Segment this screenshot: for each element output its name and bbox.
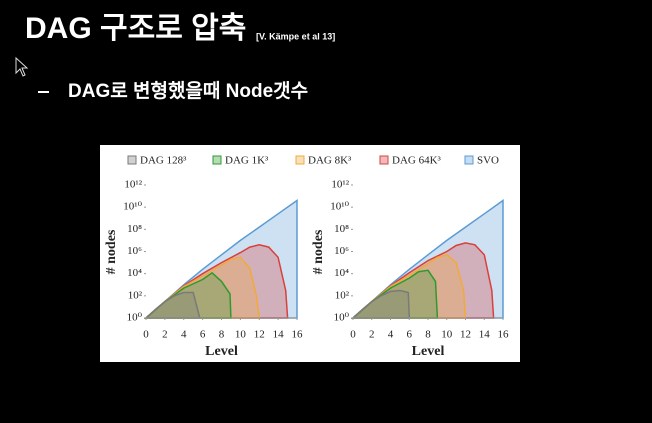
y-axis-label: # nodes xyxy=(104,229,119,274)
citation: [V. Kämpe et al 13] xyxy=(256,31,335,41)
y-tick-label: 10¹² xyxy=(124,179,142,191)
x-tick-label: 16 xyxy=(498,329,510,341)
y-axis-label: # nodes xyxy=(311,229,326,274)
legend-label: DAG 1K³ xyxy=(225,155,269,167)
legend-label: DAG 64K³ xyxy=(392,155,442,167)
x-axis-label: Level xyxy=(412,344,445,359)
y-tick-label: 10⁰ xyxy=(127,312,143,324)
y-tick-label: 10¹² xyxy=(331,179,349,191)
x-tick-label: 6 xyxy=(200,329,206,341)
series-area xyxy=(144,291,201,319)
y-tick-label: 10⁰ xyxy=(334,312,350,324)
series-area xyxy=(351,289,411,319)
x-axis-label: Level xyxy=(205,344,238,359)
legend-label: SVO xyxy=(477,155,499,167)
series-area xyxy=(350,253,467,319)
x-tick-label: 0 xyxy=(143,329,149,341)
legend-swatch xyxy=(212,155,222,165)
chart-image xyxy=(100,145,520,362)
x-tick-label: 2 xyxy=(162,329,168,341)
y-tick-label: 10⁶ xyxy=(334,245,349,257)
x-tick-label: 8 xyxy=(425,329,431,341)
legend-swatch xyxy=(464,155,474,165)
y-tick-label: 10⁴ xyxy=(127,267,142,279)
x-tick-label: 6 xyxy=(407,329,413,341)
x-tick-label: 8 xyxy=(219,329,225,341)
slide-title: DAG 구조로 압축 xyxy=(25,12,246,45)
x-tick-label: 10 xyxy=(441,329,453,341)
x-tick-label: 4 xyxy=(388,329,394,341)
y-tick-label: 10² xyxy=(335,289,350,301)
x-tick-label: 4 xyxy=(181,329,187,341)
legend-label: DAG 128³ xyxy=(140,155,187,167)
x-tick-label: 0 xyxy=(350,329,356,341)
cursor xyxy=(15,56,29,77)
y-tick-label: 10⁸ xyxy=(334,223,349,235)
x-tick-label: 14 xyxy=(479,329,491,341)
y-tick-label: 10² xyxy=(128,289,143,301)
x-tick-label: 14 xyxy=(273,329,285,341)
y-tick-label: 10¹⁰ xyxy=(330,201,349,213)
x-tick-label: 12 xyxy=(254,329,265,341)
bullet-text: DAG로 변형했을때 Node갯수 xyxy=(68,80,308,102)
y-tick-label: 10⁸ xyxy=(127,223,142,235)
y-tick-label: 10⁶ xyxy=(127,245,142,257)
x-tick-label: 2 xyxy=(369,329,375,341)
y-tick-label: 10⁴ xyxy=(334,267,349,279)
legend-swatch xyxy=(379,155,389,165)
legend-swatch xyxy=(295,155,305,165)
x-tick-label: 16 xyxy=(292,329,304,341)
y-tick-label: 10¹⁰ xyxy=(123,201,142,213)
x-tick-label: 12 xyxy=(460,329,471,341)
legend-swatch xyxy=(127,155,137,165)
legend-label: DAG 8K³ xyxy=(308,155,352,167)
x-tick-label: 10 xyxy=(235,329,247,341)
